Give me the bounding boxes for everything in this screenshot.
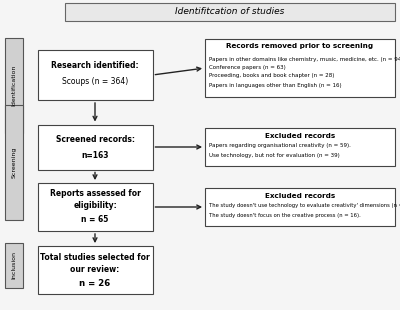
Text: Total studies selected for: Total studies selected for — [40, 253, 150, 262]
Text: The study doesn't use technology to evaluate creativity' dimensions (n = 23).: The study doesn't use technology to eval… — [209, 203, 400, 209]
Text: eligibility:: eligibility: — [73, 202, 117, 210]
FancyBboxPatch shape — [205, 188, 395, 226]
Text: Proceeding, books and book chapter (n = 28): Proceeding, books and book chapter (n = … — [209, 73, 334, 78]
Text: Scoups (n = 364): Scoups (n = 364) — [62, 78, 128, 86]
Text: Papers regarding organisational creativity (n = 59).: Papers regarding organisational creativi… — [209, 144, 351, 148]
Text: Papers in languages other than English (n = 16): Papers in languages other than English (… — [209, 82, 342, 87]
FancyBboxPatch shape — [5, 104, 23, 219]
FancyBboxPatch shape — [205, 39, 395, 97]
Text: Inclusion: Inclusion — [12, 251, 16, 279]
Text: Research identified:: Research identified: — [51, 61, 139, 70]
Text: our review:: our review: — [70, 264, 120, 273]
Text: The study doesn't focus on the creative process (n = 16).: The study doesn't focus on the creative … — [209, 214, 361, 219]
FancyBboxPatch shape — [38, 183, 152, 231]
Text: Screened records:: Screened records: — [56, 135, 134, 144]
Text: Records removed prior to screening: Records removed prior to screening — [226, 43, 374, 49]
Text: Excluded records: Excluded records — [265, 133, 335, 139]
Text: Excluded records: Excluded records — [265, 193, 335, 199]
FancyBboxPatch shape — [205, 128, 395, 166]
FancyBboxPatch shape — [38, 50, 152, 100]
Text: Identification: Identification — [12, 64, 16, 106]
FancyBboxPatch shape — [38, 246, 152, 294]
Text: Reports assessed for: Reports assessed for — [50, 189, 140, 198]
Text: Use technology, but not for evaluation (n = 39): Use technology, but not for evaluation (… — [209, 153, 340, 158]
Text: n = 65: n = 65 — [81, 215, 109, 224]
Text: Conference papers (n = 63): Conference papers (n = 63) — [209, 64, 286, 69]
FancyBboxPatch shape — [65, 3, 395, 21]
FancyBboxPatch shape — [5, 38, 23, 132]
FancyBboxPatch shape — [38, 125, 152, 170]
Text: Identifitcation of studies: Identifitcation of studies — [175, 7, 285, 16]
FancyBboxPatch shape — [5, 242, 23, 287]
Text: Papers in other domains like chemistry, music, medicine, etc. (n = 94): Papers in other domains like chemistry, … — [209, 56, 400, 61]
Text: n=163: n=163 — [81, 150, 109, 160]
Text: n = 26: n = 26 — [79, 280, 111, 289]
Text: Screening: Screening — [12, 146, 16, 178]
